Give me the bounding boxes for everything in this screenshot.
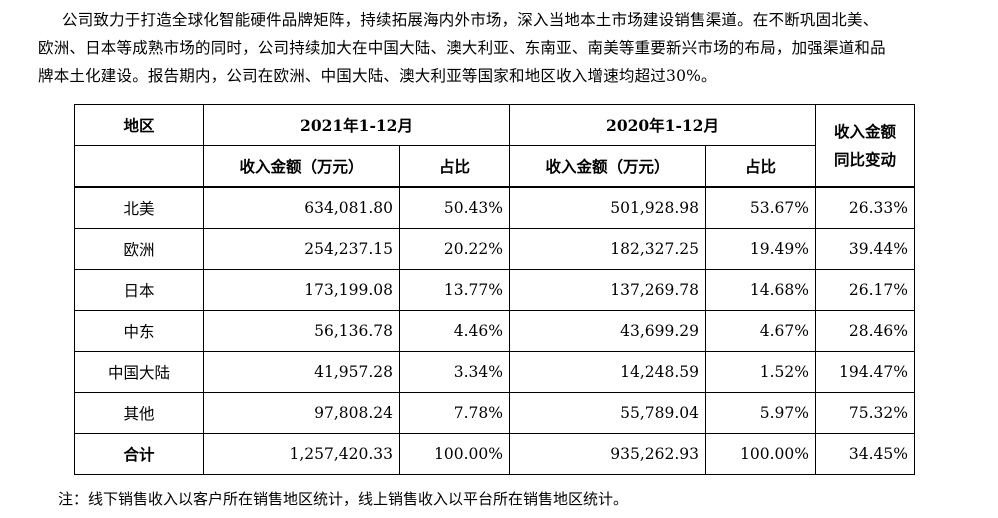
region-cell: 北美 (74, 186, 204, 229)
region-cell: 中国大陆 (74, 351, 204, 393)
share-2021-cell: 100.00% (399, 433, 510, 475)
blank-cell (74, 145, 204, 188)
revenue-2020-cell: 137,269.78 (509, 269, 706, 311)
share-2020-cell: 5.97% (705, 392, 816, 434)
share-2021-cell: 4.46% (399, 310, 510, 352)
yoy-change-header: 收入金额 同比变动 (815, 104, 915, 188)
paragraph-line: 欧洲、日本等成熟市场的同时，公司持续加大在中国大陆、澳大利亚、东南亚、南美等重要… (38, 39, 886, 57)
revenue-by-region-table: 地区 2021年1-12月 2020年1-12月 收入金额 同比变动 收入金额（… (74, 104, 915, 475)
region-header: 地区 (74, 104, 204, 146)
share-2020-cell: 53.67% (705, 186, 816, 229)
yoy-header-line: 同比变动 (833, 149, 896, 169)
revenue-2021-cell: 634,081.80 (203, 186, 400, 229)
share-2020-cell: 4.67% (705, 310, 816, 352)
yoy-cell: 34.45% (815, 433, 915, 475)
yoy-cell: 28.46% (815, 310, 915, 352)
yoy-cell: 26.17% (815, 269, 915, 311)
table-row: 日本 173,199.08 13.77% 137,269.78 14.68% 2… (74, 269, 915, 311)
table-footnote: 注：线下销售收入以客户所在销售地区统计，线上销售收入以平台所在销售地区统计。 (58, 490, 629, 508)
share-2021-cell: 7.78% (399, 392, 510, 434)
table-row: 其他 97,808.24 7.78% 55,789.04 5.97% 75.32… (74, 392, 915, 434)
share-2021-header: 占比 (399, 145, 510, 188)
yoy-cell: 39.44% (815, 228, 915, 270)
share-2020-header: 占比 (705, 145, 816, 188)
table-row: 中国大陆 41,957.28 3.34% 14,248.59 1.52% 194… (74, 351, 915, 393)
table-row: 北美 634,081.80 50.43% 501,928.98 53.67% 2… (74, 186, 915, 229)
period-2020-header: 2020年1-12月 (509, 104, 816, 146)
revenue-2021-cell: 173,199.08 (203, 269, 400, 311)
share-2021-cell: 13.77% (399, 269, 510, 311)
revenue-2021-header: 收入金额（万元） (203, 145, 400, 188)
revenue-2021-cell: 41,957.28 (203, 351, 400, 393)
region-cell: 欧洲 (74, 228, 204, 270)
paragraph-line: 牌本土化建设。报告期内，公司在欧洲、中国大陆、澳大利亚等国家和地区收入增速均超过… (38, 67, 717, 85)
region-cell: 日本 (74, 269, 204, 311)
revenue-2020-cell: 501,928.98 (509, 186, 706, 229)
revenue-2020-cell: 14,248.59 (509, 351, 706, 393)
yoy-cell: 194.47% (815, 351, 915, 393)
revenue-2021-cell: 254,237.15 (203, 228, 400, 270)
total-row: 合计 1,257,420.33 100.00% 935,262.93 100.0… (74, 433, 915, 475)
revenue-2020-cell: 935,262.93 (509, 433, 706, 475)
yoy-cell: 75.32% (815, 392, 915, 434)
table-header-row: 地区 2021年1-12月 2020年1-12月 收入金额 同比变动 (74, 104, 915, 188)
table-row: 中东 56,136.78 4.46% 43,699.29 4.67% 28.46… (74, 310, 915, 352)
share-2021-cell: 3.34% (399, 351, 510, 393)
revenue-2021-cell: 97,808.24 (203, 392, 400, 434)
share-2021-cell: 20.22% (399, 228, 510, 270)
revenue-2020-cell: 43,699.29 (509, 310, 706, 352)
yoy-header-line: 收入金额 (833, 121, 896, 141)
share-2020-cell: 100.00% (705, 433, 816, 475)
revenue-2020-header: 收入金额（万元） (509, 145, 706, 188)
table-row: 欧洲 254,237.15 20.22% 182,327.25 19.49% 3… (74, 228, 915, 270)
revenue-2021-cell: 1,257,420.33 (203, 433, 400, 475)
total-label-cell: 合计 (74, 433, 204, 475)
share-2021-cell: 50.43% (399, 186, 510, 229)
period-2021-header: 2021年1-12月 (203, 104, 510, 146)
share-2020-cell: 1.52% (705, 351, 816, 393)
region-cell: 中东 (74, 310, 204, 352)
table-subheader-row: 收入金额（万元） 占比 收入金额（万元） 占比 (74, 145, 915, 188)
share-2020-cell: 14.68% (705, 269, 816, 311)
revenue-2020-cell: 182,327.25 (509, 228, 706, 270)
revenue-2020-cell: 55,789.04 (509, 392, 706, 434)
paragraph-line: 公司致力于打造全球化智能硬件品牌矩阵，持续拓展海内外市场，深入当地本土市场建设销… (62, 11, 879, 29)
region-cell: 其他 (74, 392, 204, 434)
intro-paragraph: 公司致力于打造全球化智能硬件品牌矩阵，持续拓展海内外市场，深入当地本土市场建设销… (38, 6, 988, 90)
share-2020-cell: 19.49% (705, 228, 816, 270)
revenue-2021-cell: 56,136.78 (203, 310, 400, 352)
yoy-cell: 26.33% (815, 186, 915, 229)
